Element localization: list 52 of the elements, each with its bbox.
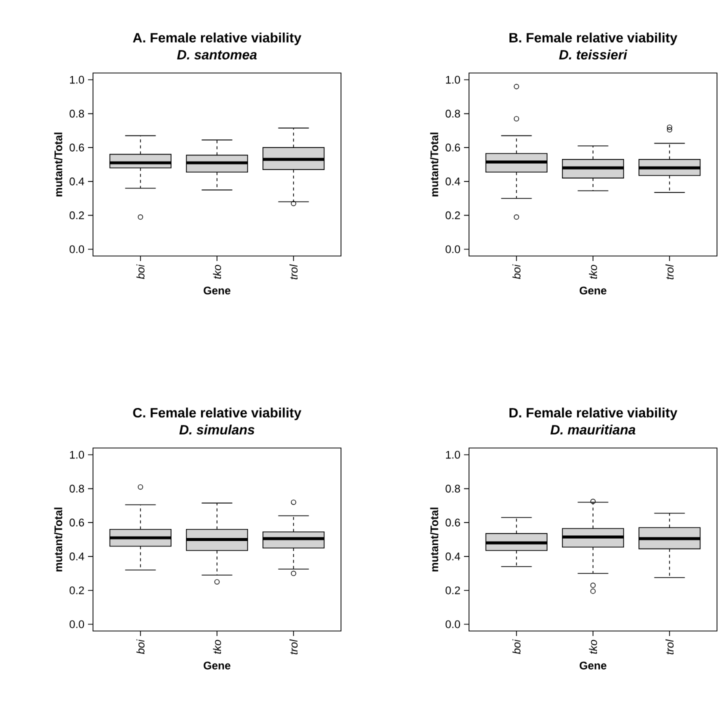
y-tick-label: 0.0 bbox=[70, 245, 84, 254]
x-tick-label: trol bbox=[290, 639, 298, 654]
y-tick-label: 0.6 bbox=[446, 518, 460, 526]
y-tick-label: 0.0 bbox=[446, 620, 460, 628]
x-axis-title: Gene bbox=[204, 662, 230, 670]
x-tick-label: boi bbox=[512, 639, 521, 654]
y-tick-label: 0.2 bbox=[446, 586, 460, 594]
chart-subtitle: D. santomea bbox=[177, 50, 257, 60]
x-tick-label: trol bbox=[666, 639, 674, 654]
y-tick-label: 0.8 bbox=[446, 110, 460, 118]
x-tick-label: tko bbox=[588, 640, 598, 654]
y-tick-label: 0.2 bbox=[70, 211, 84, 220]
y-tick-label: 0.8 bbox=[70, 110, 84, 118]
x-axis-title: Gene bbox=[580, 662, 606, 670]
y-tick-label: 0.2 bbox=[446, 211, 460, 220]
y-tick-label: 0.6 bbox=[70, 144, 84, 152]
y-tick-label: 0.4 bbox=[446, 178, 460, 186]
x-tick-label: boi bbox=[512, 264, 521, 280]
x-tick-label: tko bbox=[588, 264, 598, 279]
x-tick-label: trol bbox=[666, 264, 674, 280]
chart-subtitle: D. teissieri bbox=[559, 50, 628, 60]
y-axis-title: mutant/Total bbox=[54, 132, 62, 196]
chart-title: D. Female relative viability bbox=[509, 408, 678, 420]
x-tick-label: tko bbox=[212, 264, 222, 279]
y-tick-label: 0.6 bbox=[70, 518, 84, 526]
y-tick-label: 0.4 bbox=[70, 178, 84, 186]
chart-title: C. Female relative viability bbox=[133, 408, 302, 420]
y-axis-title: mutant/Total bbox=[54, 508, 62, 572]
y-tick-label: 0.4 bbox=[446, 552, 460, 560]
chart-title: B. Female relative viability bbox=[509, 32, 678, 46]
y-tick-label: 1.0 bbox=[70, 76, 84, 84]
y-tick-label: 1.0 bbox=[70, 450, 84, 459]
y-tick-label: 0.8 bbox=[70, 484, 84, 493]
y-tick-label: 1.0 bbox=[446, 450, 460, 459]
x-tick-label: boi bbox=[136, 639, 144, 654]
y-axis-title: mutant/Total bbox=[430, 132, 438, 196]
y-tick-label: 0.2 bbox=[70, 586, 84, 594]
x-tick-label: boi bbox=[136, 264, 144, 280]
x-axis-title: Gene bbox=[204, 286, 230, 294]
y-axis-title: mutant/Total bbox=[430, 508, 438, 572]
chart-subtitle: D. simulans bbox=[179, 424, 254, 434]
y-tick-label: 0.6 bbox=[446, 144, 460, 152]
chart-title: A. Female relative viability bbox=[132, 32, 302, 46]
y-tick-label: 0.0 bbox=[70, 620, 84, 628]
x-tick-label: trol bbox=[290, 264, 298, 280]
chart-subtitle: D. mauritiana bbox=[550, 424, 636, 434]
x-axis-title: Gene bbox=[580, 286, 606, 294]
y-tick-label: 0.4 bbox=[70, 552, 84, 560]
y-tick-label: 0.8 bbox=[446, 484, 460, 493]
x-tick-label: tko bbox=[212, 640, 222, 654]
y-tick-label: 0.0 bbox=[446, 245, 460, 254]
y-tick-label: 1.0 bbox=[446, 76, 460, 84]
